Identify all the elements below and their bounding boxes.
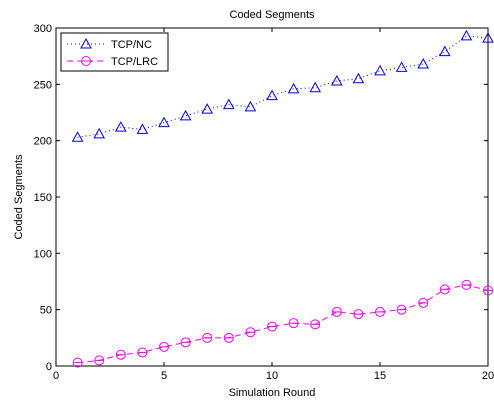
- data-point-tcp-lrc: [94, 355, 105, 366]
- data-point-tcp-nc: [460, 29, 473, 41]
- y-tick-label: 100: [34, 248, 52, 260]
- y-tick-label: 250: [34, 79, 52, 91]
- x-tick-label: 15: [374, 370, 386, 382]
- series-tcp-nc: [71, 29, 494, 142]
- data-point-tcp-lrc: [223, 332, 234, 343]
- data-point-tcp-lrc: [310, 319, 321, 330]
- y-axis-label: Coded Segments: [13, 154, 25, 239]
- data-point-tcp-nc: [266, 89, 278, 101]
- data-point-tcp-lrc: [159, 341, 169, 352]
- y-tick-label: 0: [46, 361, 52, 373]
- legend-marker: [80, 37, 92, 49]
- series-group: [71, 29, 494, 368]
- data-point-tcp-lrc: [331, 306, 342, 317]
- legend-item-tcp-nc: TCP/NC: [67, 37, 152, 51]
- data-point-tcp-nc: [330, 74, 343, 86]
- x-tick-label: 0: [53, 370, 59, 382]
- data-point-tcp-nc: [244, 100, 257, 112]
- x-tick-label: 10: [266, 370, 278, 382]
- data-point-tcp-nc: [287, 82, 300, 94]
- x-tick-label: 20: [482, 370, 494, 382]
- legend-item-tcp-lrc: TCP/LRC: [67, 56, 158, 68]
- y-tick-label: 50: [40, 305, 52, 317]
- data-point-tcp-nc: [395, 61, 408, 72]
- data-point-tcp-nc: [222, 98, 235, 110]
- data-point-tcp-nc: [158, 116, 170, 128]
- x-tick-label: 5: [161, 370, 167, 382]
- data-point-tcp-lrc: [137, 347, 148, 358]
- data-point-tcp-lrc: [202, 332, 213, 343]
- legend-label: TCP/NC: [111, 39, 152, 51]
- data-point-tcp-nc: [93, 127, 106, 139]
- y-tick-label: 150: [34, 192, 52, 204]
- data-point-tcp-nc: [201, 103, 214, 114]
- series-tcp-lrc: [72, 279, 493, 368]
- y-tick-label: 300: [34, 23, 52, 35]
- data-point-tcp-nc: [179, 109, 192, 121]
- data-point-tcp-lrc: [267, 321, 277, 332]
- data-point-tcp-lrc: [180, 337, 191, 348]
- data-point-tcp-nc: [136, 123, 149, 134]
- data-point-tcp-nc: [482, 32, 494, 43]
- data-point-tcp-nc: [438, 45, 451, 57]
- data-point-tcp-nc: [374, 64, 386, 76]
- legend-box: [60, 32, 169, 72]
- series-line-tcp-lrc: [77, 284, 489, 364]
- data-point-tcp-lrc: [483, 285, 493, 296]
- plot-area: [55, 27, 489, 367]
- data-point-tcp-nc: [309, 81, 322, 93]
- data-point-tcp-lrc: [418, 297, 429, 308]
- data-point-tcp-nc: [71, 131, 84, 142]
- data-point-tcp-lrc: [288, 318, 299, 329]
- data-point-tcp-lrc: [375, 306, 385, 317]
- data-point-tcp-lrc: [461, 279, 472, 290]
- chart-title: Coded Segments: [230, 9, 315, 21]
- data-point-tcp-lrc: [396, 304, 407, 315]
- y-tick-label: 200: [34, 136, 52, 148]
- data-point-tcp-lrc: [439, 284, 450, 295]
- data-point-tcp-nc: [114, 121, 127, 132]
- legend: TCP/NC TCP/LRC: [60, 32, 169, 72]
- data-point-tcp-nc: [352, 72, 365, 84]
- x-axis-label: Simulation Round: [229, 387, 316, 399]
- legend-marker: [81, 56, 91, 66]
- data-point-tcp-lrc: [115, 349, 126, 360]
- legend-label: TCP/LRC: [111, 56, 158, 68]
- data-point-tcp-lrc: [245, 327, 256, 338]
- data-point-tcp-nc: [417, 58, 430, 69]
- data-point-tcp-lrc: [72, 357, 83, 368]
- data-point-tcp-lrc: [353, 309, 364, 320]
